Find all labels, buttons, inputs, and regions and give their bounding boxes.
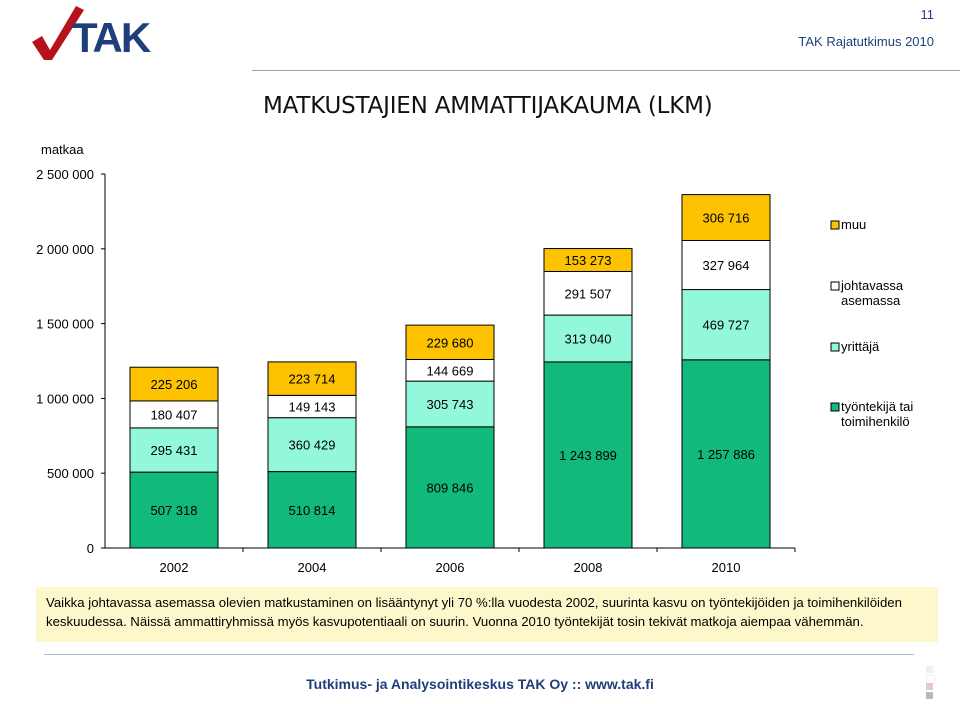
data-label: 1 257 886: [697, 447, 755, 462]
x-tick-label: 2004: [298, 560, 327, 575]
commentary-box: Vaikka johtavassa asemassa olevien matku…: [36, 587, 938, 642]
data-label: 295 431: [151, 443, 198, 458]
bar-segment: [267, 417, 357, 473]
bar-segment: [129, 400, 219, 429]
footer-decoration: [926, 692, 933, 699]
bar-segment: [543, 314, 633, 363]
y-tick-label: 2 500 000: [36, 167, 94, 182]
data-label: 1 243 899: [559, 448, 617, 463]
data-label: 507 318: [151, 503, 198, 518]
bar-segment: [405, 426, 495, 549]
x-tick-label: 2008: [574, 560, 603, 575]
data-label: 305 743: [427, 397, 474, 412]
commentary-text: Vaikka johtavassa asemassa olevien matku…: [46, 595, 902, 629]
x-tick-label: 2006: [436, 560, 465, 575]
data-label: 225 206: [151, 377, 198, 392]
legend-swatch: [830, 281, 840, 291]
bar-segment: [543, 361, 633, 549]
svg-text:TAK: TAK: [72, 14, 151, 61]
y-tick-label: 1 000 000: [36, 391, 94, 406]
data-label: 306 716: [703, 211, 750, 226]
legend-label: muu: [841, 217, 866, 232]
data-label: 180 407: [151, 407, 198, 422]
legend-label: työntekijä tai toimihenkilö: [841, 399, 913, 429]
data-label: 229 680: [427, 335, 474, 350]
bar-segment: [681, 194, 771, 241]
bar-segment: [405, 324, 495, 360]
data-label: 291 507: [565, 286, 612, 301]
legend-swatch: [830, 402, 840, 412]
legend-label: johtavassa asemassa: [840, 278, 904, 308]
bar-segment: [129, 427, 219, 473]
footer-decoration: [926, 683, 933, 690]
bar-segment: [681, 289, 771, 361]
data-label: 510 814: [289, 503, 336, 518]
data-label: 144 669: [427, 363, 474, 378]
legend-swatch: [830, 220, 840, 230]
legend-swatch: [830, 342, 840, 352]
slide-title: MATKUSTAJIEN AMMATTIJAKAUMA (LKM): [263, 93, 713, 119]
page-number: 11: [920, 7, 935, 22]
bar-segment: [129, 366, 219, 402]
legend-label: yrittäjä: [841, 339, 880, 354]
y-tick-label: 0: [87, 541, 94, 556]
footer-divider: [44, 654, 914, 655]
y-tick-label: 2 000 000: [36, 242, 94, 257]
y-tick-label: 500 000: [47, 466, 94, 481]
data-label: 809 846: [427, 480, 474, 495]
data-label: 327 964: [703, 258, 750, 273]
bar-segment: [681, 359, 771, 549]
bar-segment: [129, 471, 219, 549]
footer-text: Tutkimus- ja Analysointikeskus TAK Oy ::…: [306, 676, 654, 692]
bar-segment: [405, 380, 495, 428]
y-unit-label: matkaa: [41, 142, 84, 157]
y-tick-label: 1 500 000: [36, 317, 94, 332]
data-label: 360 429: [289, 438, 336, 453]
stacked-bar-chart: 0 500 000 1 000 000 1 500 000 2 000 000 2 500…: [36, 167, 913, 575]
bar-segment: [267, 361, 357, 396]
tak-logo: TAK: [31, 6, 156, 61]
data-label: 223 714: [289, 372, 336, 387]
header-divider: [252, 70, 960, 71]
x-tick-label: 2002: [160, 560, 189, 575]
data-label: 153 273: [565, 253, 612, 268]
data-label: 313 040: [565, 331, 612, 346]
data-label: 469 727: [703, 318, 750, 333]
bar-segment: [543, 248, 633, 272]
data-label: 149 143: [289, 400, 336, 415]
header-subtitle: TAK Rajatutkimus 2010: [798, 34, 934, 49]
x-tick-label: 2010: [712, 560, 741, 575]
footer-decoration: [926, 666, 933, 673]
